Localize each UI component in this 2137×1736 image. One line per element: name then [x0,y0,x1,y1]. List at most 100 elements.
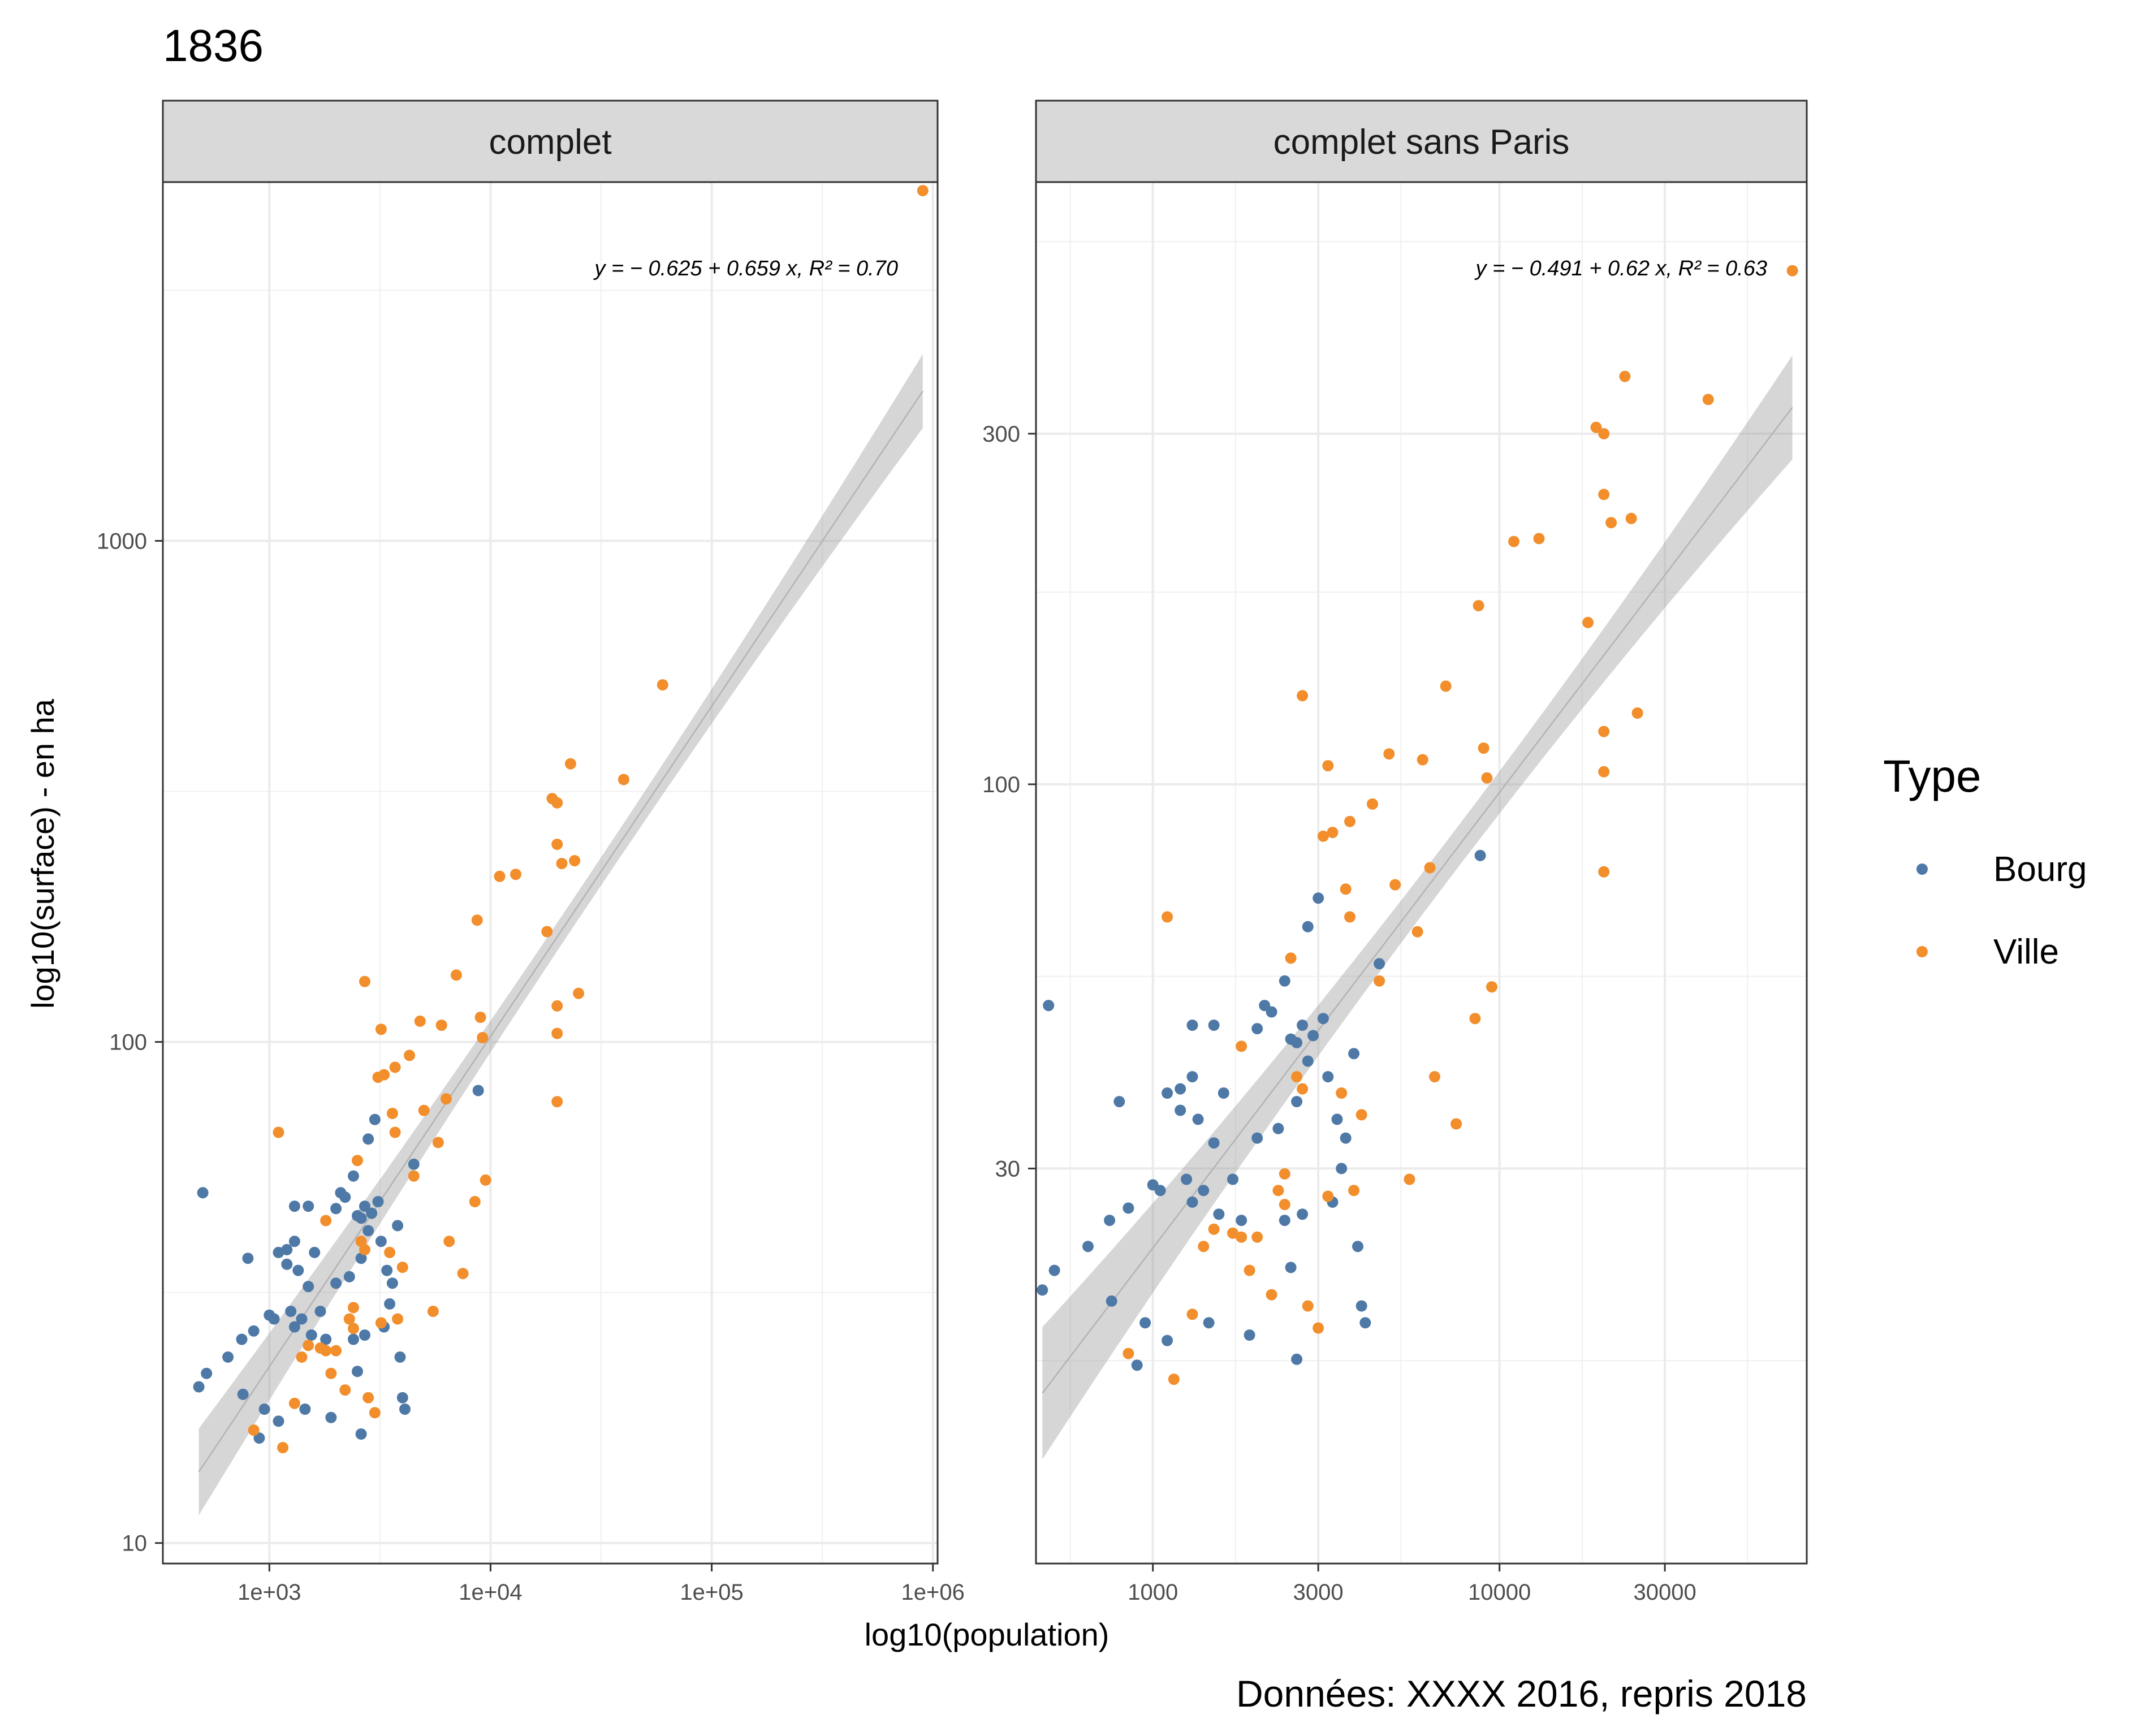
data-point [384,1246,396,1258]
data-point [348,1170,359,1182]
data-point [386,1277,398,1289]
data-point [457,1268,469,1280]
data-point [1291,1037,1303,1048]
data-point [277,1442,289,1453]
data-point [494,870,506,882]
data-point [1131,1359,1143,1371]
data-point [320,1345,332,1357]
data-point [1198,1185,1210,1197]
data-point [414,1015,426,1027]
data-point [1266,1289,1277,1301]
data-point [1175,1104,1186,1116]
x-tick-label: 30000 [1633,1580,1696,1605]
x-tick-label: 10000 [1468,1580,1531,1605]
data-point [1317,1013,1329,1025]
data-point [237,1388,249,1400]
data-point [469,1196,481,1207]
data-point [396,1392,408,1404]
data-point [1297,1208,1309,1220]
data-point [273,1415,284,1427]
plot-title: 1836 [163,20,264,71]
data-point [427,1306,439,1317]
x-tick-label: 1e+05 [680,1580,743,1605]
data-point [281,1243,293,1255]
data-point [343,1313,355,1325]
data-point [281,1258,293,1270]
data-point [288,1321,300,1333]
data-point [1631,707,1643,719]
data-point [1440,680,1452,692]
data-point [1605,517,1617,529]
data-point [355,1212,367,1224]
data-point [303,1340,314,1351]
data-point [1266,1006,1277,1018]
legend-label-bourg: Bourg [1993,850,2087,889]
data-point [1208,1223,1220,1235]
facet-panels: complet y = − 0.625 + 0.659 x, R² = 0.70 1… [97,100,1808,1605]
data-point [556,858,568,870]
legend: Type Bourg Ville [1883,751,2087,971]
data-point [1104,1215,1116,1227]
x-tick-label: 1e+03 [238,1580,301,1605]
data-point [1123,1202,1134,1214]
panel-plot-area [163,182,938,1564]
data-point [1424,862,1436,874]
confidence-band [198,354,923,1515]
data-point [288,1200,300,1212]
panel-background [1036,182,1807,1564]
data-point [1598,726,1610,737]
data-point [1625,512,1637,524]
y-tick-label: 100 [109,1030,147,1055]
data-point [303,1200,314,1212]
data-point [309,1246,321,1258]
data-point [392,1220,404,1232]
data-point [474,1012,486,1023]
y-axis-label: log10(surface) - en ha [25,698,61,1009]
data-point [471,914,483,926]
data-point [1322,1190,1334,1202]
data-point [1285,952,1297,964]
x-tick-label: 3000 [1293,1580,1344,1605]
data-point [1291,1353,1303,1365]
data-point [1208,1137,1220,1149]
data-point [1154,1185,1166,1197]
data-point [1469,1013,1481,1025]
data-point [432,1137,444,1148]
data-point [288,1397,300,1409]
data-point [359,1329,370,1341]
data-point [399,1404,411,1415]
data-point [1374,975,1385,987]
data-point [253,1432,265,1444]
data-point [1203,1317,1215,1329]
data-point [551,797,563,809]
data-point [299,1404,311,1415]
data-point [296,1351,308,1363]
data-point [1598,866,1610,878]
regression-equation: y = − 0.625 + 0.659 x, R² = 0.70 [593,257,898,280]
data-point [573,987,585,999]
data-point [1272,1122,1284,1134]
data-point [1048,1264,1060,1276]
data-point [1786,265,1798,277]
data-point [1313,1322,1324,1334]
data-point [1244,1264,1255,1276]
data-point [1340,883,1352,895]
data-point [1198,1241,1210,1253]
data-point [1297,690,1309,702]
data-point [435,1020,447,1031]
x-tick-label: 1e+04 [459,1580,522,1605]
data-point [1113,1096,1125,1108]
data-point [330,1345,342,1357]
data-point [1367,798,1378,810]
data-point [1598,428,1610,439]
data-point [551,1096,563,1108]
data-point [288,1236,300,1247]
data-point [1186,1309,1198,1320]
data-point [1236,1231,1247,1243]
data-point [1322,1071,1334,1083]
data-point [1473,600,1484,612]
data-point [352,1155,363,1167]
data-point [1359,1317,1371,1329]
data-point [1186,1071,1198,1083]
